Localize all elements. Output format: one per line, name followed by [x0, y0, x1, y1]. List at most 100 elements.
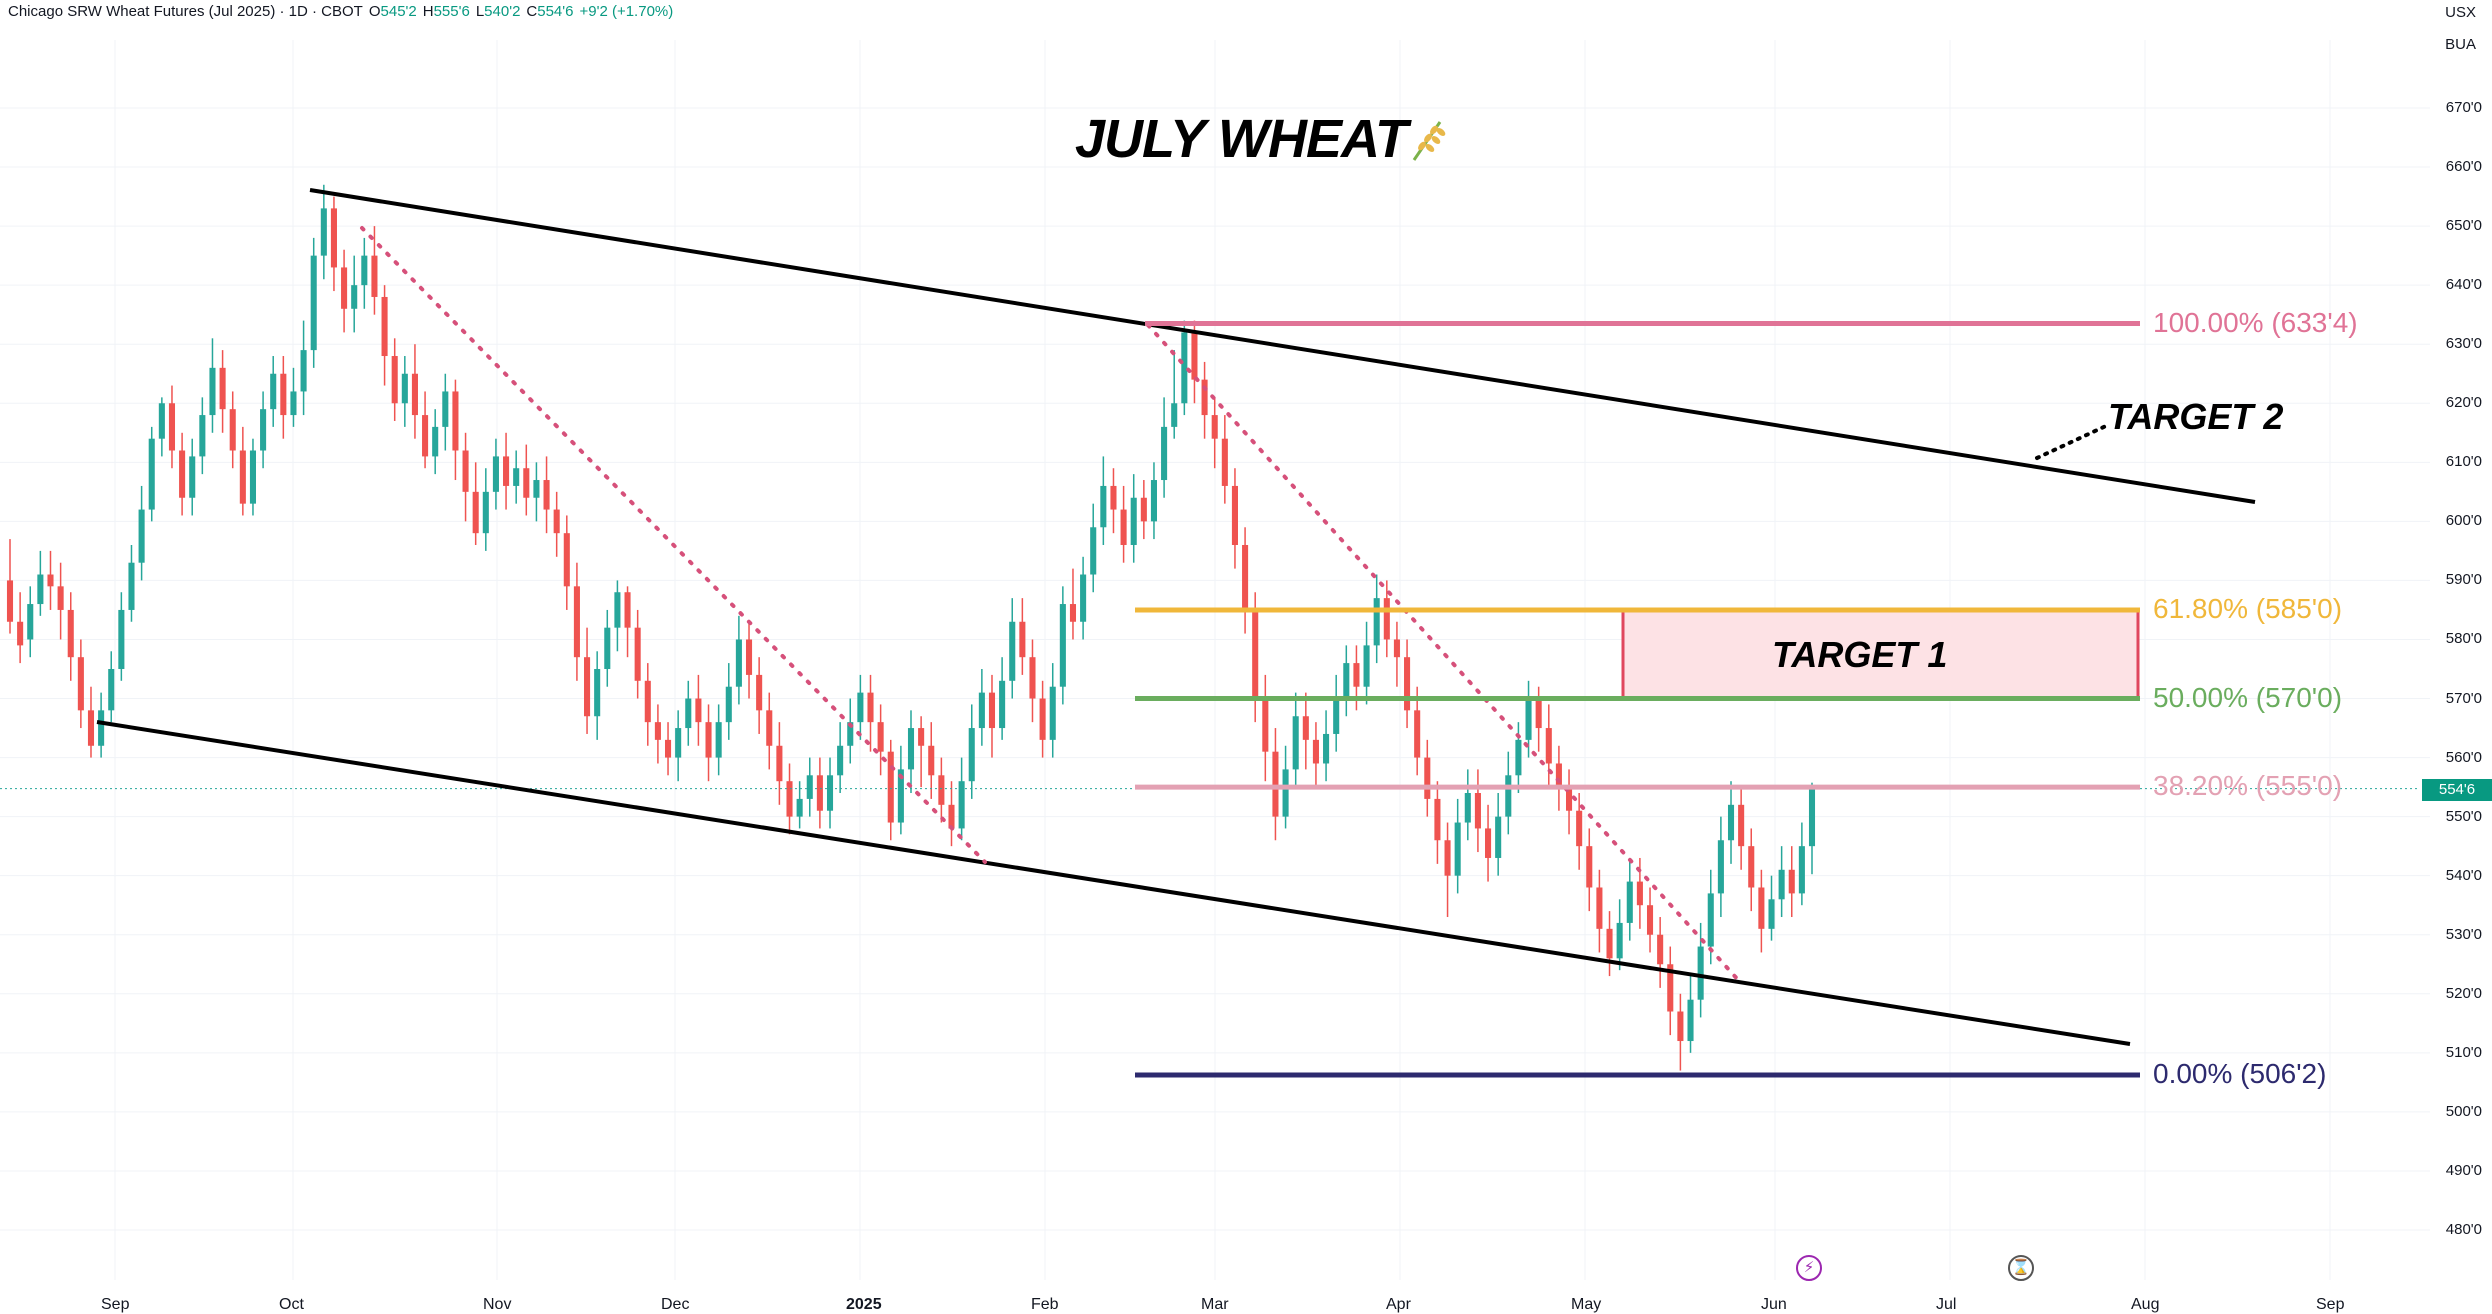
candle-body	[351, 285, 358, 309]
candle-body	[6, 580, 14, 622]
candle-body	[1576, 810, 1583, 847]
low-key: L	[475, 3, 485, 20]
candle-body	[1201, 379, 1208, 416]
candle-body	[634, 627, 641, 681]
candle-body	[1009, 621, 1016, 681]
candle-body	[756, 674, 763, 711]
candle-body	[1515, 739, 1522, 776]
candle-body	[1434, 798, 1441, 841]
y-tick-label: 660'0	[2445, 158, 2482, 176]
candle-body	[1444, 840, 1451, 876]
candle-body	[523, 468, 530, 498]
candle-body	[391, 356, 398, 404]
candle-body	[867, 692, 874, 723]
y-tick-label: 570'0	[2445, 689, 2482, 707]
candle-body	[1788, 869, 1795, 894]
candle-body	[897, 769, 904, 823]
candle-body	[907, 728, 915, 770]
candle-body	[715, 722, 722, 758]
candle-body	[644, 680, 651, 723]
candle-body	[1140, 497, 1147, 522]
y-tick-label: 670'0	[2445, 99, 2482, 116]
candle-body	[138, 509, 145, 563]
candle-body	[1059, 604, 1066, 687]
symbol-header: Chicago SRW Wheat Futures (Jul 2025) · 1…	[8, 3, 673, 20]
candle-body	[776, 745, 783, 782]
candle-body	[1150, 480, 1158, 522]
candle-body	[361, 255, 368, 286]
candle-body	[1110, 485, 1117, 510]
hourglass-icon[interactable]: ⌛	[2008, 1255, 2034, 1281]
x-tick-label: Oct	[279, 1296, 304, 1313]
candle-body	[209, 367, 216, 416]
x-tick-label: Apr	[1386, 1296, 1411, 1313]
x-tick-label: 2025	[846, 1296, 882, 1313]
candle-body	[826, 775, 834, 811]
fib-label-50: 50.00% (570'0)	[2153, 681, 2343, 713]
candle-body	[847, 722, 854, 746]
candle-body	[1080, 574, 1087, 622]
candle-body	[422, 415, 429, 457]
candle-body	[260, 409, 267, 451]
candle-body	[189, 456, 196, 498]
candle-body	[219, 367, 226, 410]
x-tick-label: Aug	[2131, 1296, 2160, 1313]
candle-body	[1474, 793, 1481, 829]
candle-body	[401, 373, 408, 404]
candle-body	[513, 468, 520, 486]
candle-body	[87, 710, 95, 746]
candle-body	[249, 450, 257, 504]
target-2-label: TARGET 2	[2108, 396, 2284, 437]
candle-body	[766, 710, 773, 746]
candle-body	[77, 657, 84, 711]
candle-body	[999, 680, 1006, 729]
candle-body	[1272, 751, 1279, 817]
candle-body	[1414, 710, 1421, 758]
candle-body	[199, 415, 206, 457]
candle-body	[239, 450, 246, 504]
candle-body	[1758, 887, 1765, 929]
candle-body	[1262, 698, 1269, 752]
candle-body	[887, 751, 894, 823]
candle-body	[1464, 793, 1471, 823]
candle-body	[1798, 846, 1805, 894]
candle-body	[988, 692, 996, 729]
x-tick-label: May	[1571, 1296, 1602, 1313]
y-tick-label: 620'0	[2445, 394, 2482, 412]
candle-body	[1454, 822, 1461, 876]
candle-body	[1292, 716, 1299, 770]
candle-body	[1161, 426, 1168, 481]
candle-body	[1221, 438, 1228, 486]
candle-body	[553, 509, 560, 534]
candle-body	[1373, 598, 1380, 646]
candle-body	[1404, 657, 1411, 711]
candle-body	[1495, 816, 1502, 858]
y-tick-label: 650'0	[2445, 217, 2482, 235]
fib-label-0: 0.00% (506'2)	[2153, 1057, 2327, 1089]
candle-body	[310, 255, 317, 351]
y-tick-label: 590'0	[2445, 571, 2482, 589]
candle-body	[1748, 846, 1755, 888]
candle-body	[1646, 905, 1654, 935]
candle-body	[1525, 698, 1532, 740]
candle-body	[1586, 846, 1593, 888]
candle-body	[918, 728, 925, 746]
candle-body	[1130, 497, 1137, 545]
candle-body	[1545, 728, 1552, 764]
x-tick-label: Jun	[1761, 1296, 1787, 1313]
x-tick-label: Jul	[1936, 1296, 1957, 1313]
y-tick-label: 640'0	[2445, 276, 2482, 294]
candle-body	[563, 533, 570, 587]
close-value: 554'6	[537, 3, 574, 20]
lightning-icon[interactable]: ⚡	[1796, 1255, 1822, 1281]
chart-title: JULY WHEAT	[1075, 109, 1408, 169]
last-price-tag: 554'6	[2422, 779, 2492, 801]
y-tick-label: 540'0	[2445, 866, 2482, 884]
candle-body	[1343, 663, 1350, 699]
candle-body	[664, 739, 672, 758]
candle-body	[604, 627, 611, 669]
candle-body	[837, 745, 844, 776]
candle-body	[573, 586, 580, 658]
candle-body	[280, 373, 287, 416]
